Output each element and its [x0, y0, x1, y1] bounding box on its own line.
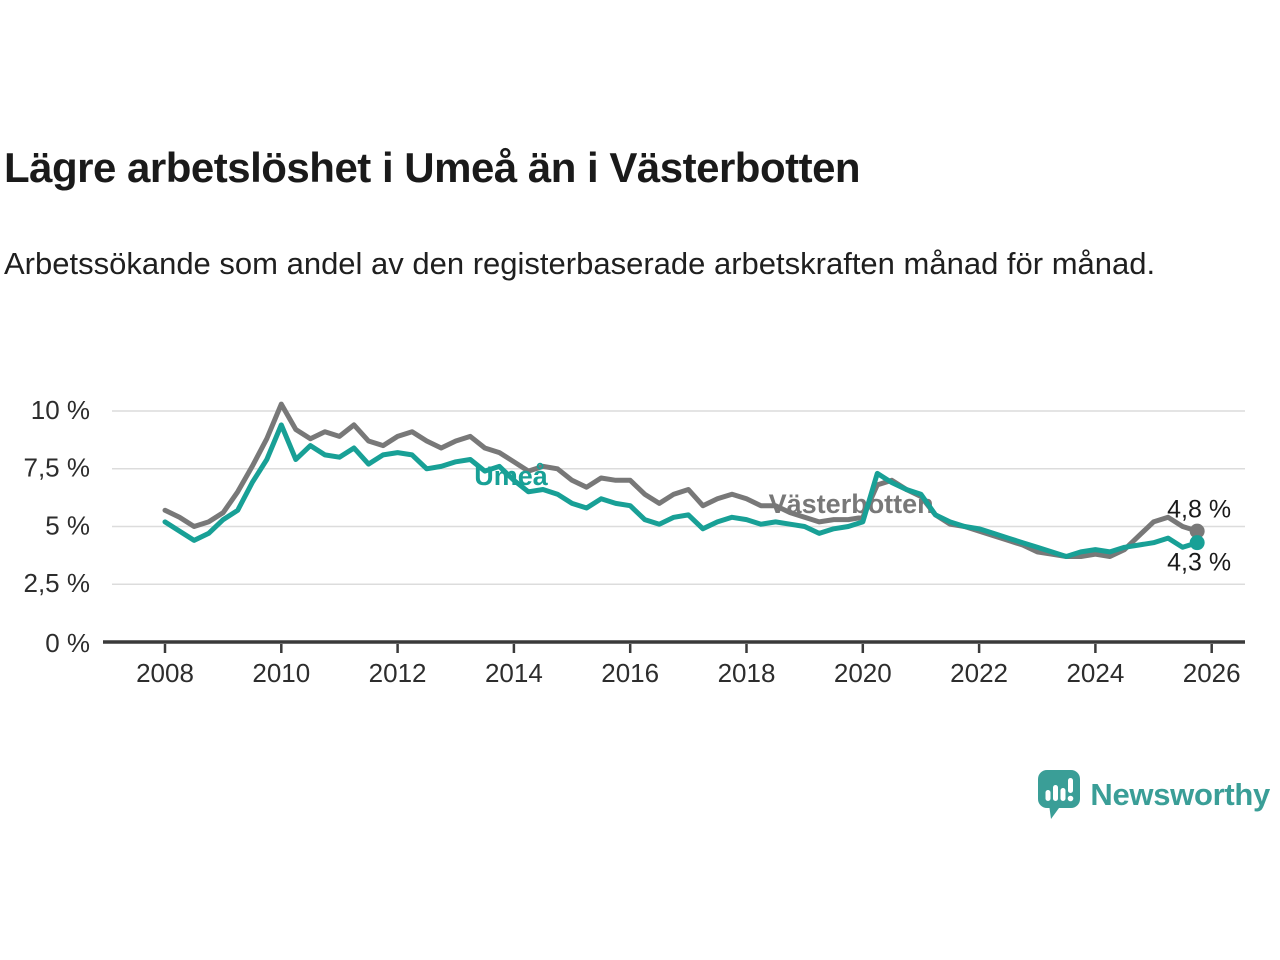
x-tick-label: 2022 [950, 658, 1008, 688]
series-line-v-sterbotten [162, 401, 1200, 559]
series-end-dot-ume- [1189, 535, 1205, 551]
logo-exclamation-dot [1068, 795, 1074, 802]
series-label-ume-: Umeå [474, 461, 549, 491]
x-tick-label: 2018 [718, 658, 776, 688]
page-title: Lägre arbetslöshet i Umeå än i Västerbot… [4, 144, 861, 191]
x-tick-label: 2008 [136, 658, 194, 688]
x-tick-label: 2016 [601, 658, 659, 688]
x-tick-label: 2014 [485, 658, 543, 688]
newsworthy-branding: Newsworthy [1038, 770, 1270, 820]
logo-bar-medium [1053, 785, 1059, 801]
x-tick-label: 2012 [369, 658, 427, 688]
series-end-dot-v-sterbotten [1189, 523, 1205, 539]
line-chart: 0 % 2,5 % 5 % 7,5 % 10 % 2008 2010 2012 2014 2016… [0, 380, 1280, 710]
logo-exclamation-bar [1068, 778, 1074, 793]
y-tick-label: 10 % [31, 395, 90, 425]
line-chart-canvas: 0 % 2,5 % 5 % 7,5 % 10 % 2008 2010 2012 2014 2016… [24, 395, 1245, 688]
series-label-v-sterbotten: Västerbotten [769, 489, 934, 519]
series-end-value-ume-: 4,3 % [1167, 548, 1231, 576]
y-tick-label: 7,5 % [24, 453, 91, 483]
x-tick-label: 2024 [1066, 658, 1124, 688]
logo-bar-small [1045, 790, 1051, 801]
y-tick-label: 0 % [45, 628, 90, 658]
page-subtitle: Arbetssökande som andel av den registerb… [4, 246, 1156, 281]
x-tick-label: 2020 [834, 658, 892, 688]
newsworthy-logo-icon [1038, 770, 1081, 819]
x-tick-label: 2026 [1183, 658, 1241, 688]
x-tick-label: 2010 [252, 658, 310, 688]
logo-bar-large [1060, 788, 1066, 801]
y-tick-label: 2,5 % [24, 568, 91, 598]
series-line-ume- [162, 422, 1200, 559]
y-tick-label: 5 % [45, 510, 90, 540]
newsworthy-wordmark: Newsworthy [1090, 777, 1270, 812]
series-end-value-v-sterbotten: 4,8 % [1167, 496, 1231, 524]
